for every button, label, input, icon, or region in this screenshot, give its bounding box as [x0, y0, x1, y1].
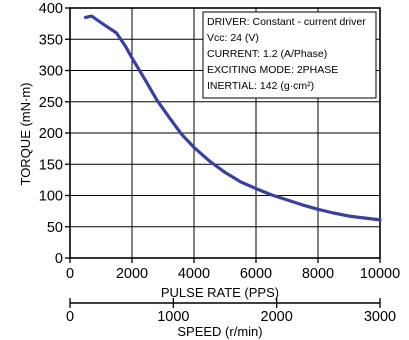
x-tick-label: 8000 [302, 266, 334, 282]
x-tick-label: 4000 [178, 266, 210, 282]
speed-axis-ticks: 0 1000 2000 3000 [66, 298, 396, 325]
x-tick-label: 2000 [116, 266, 148, 282]
info-box-frame [202, 11, 377, 99]
info-box: DRIVER: Constant - current driver Vcc: 2… [202, 11, 377, 99]
x-tick-label: 10000 [360, 266, 400, 282]
y-tick-label: 400 [39, 1, 63, 17]
x-axis-ticks: 0 2000 4000 6000 8000 10000 [66, 258, 400, 282]
y-tick-label: 350 [39, 32, 63, 48]
speed-axis-title: SPEED (r/min) [177, 324, 262, 339]
speed-tick-label: 1000 [157, 309, 189, 325]
info-inertial: INERTIAL: 142 (g·cm²) [207, 80, 314, 92]
info-exciting-mode: EXCITING MODE: 2PHASE [207, 64, 338, 76]
y-axis-ticks: 0 50 100 150 200 250 300 350 400 [39, 1, 70, 267]
x-tick-label: 6000 [240, 266, 272, 282]
y-tick-label: 50 [47, 220, 63, 236]
y-tick-label: 250 [39, 95, 63, 111]
x-axis-title: PULSE RATE (PPS) [161, 285, 279, 300]
info-current: CURRENT: 1.2 (A/Phase) [207, 48, 327, 60]
x-tick-label: 0 [66, 266, 74, 282]
y-tick-label: 200 [39, 126, 63, 142]
torque-curve [83, 14, 382, 222]
y-tick-label: 0 [55, 251, 63, 267]
speed-tick-label: 3000 [364, 309, 396, 325]
speed-tick-label: 0 [66, 309, 74, 325]
speed-tick-label: 2000 [261, 309, 293, 325]
y-axis-title: TORQUE (mN·m) [18, 82, 33, 185]
series-layer [83, 14, 382, 222]
y-tick-label: 150 [39, 157, 63, 173]
info-vcc: Vcc: 24 (V) [207, 32, 259, 44]
info-driver: DRIVER: Constant - current driver [207, 16, 366, 28]
y-tick-label: 300 [39, 64, 63, 80]
y-tick-label: 100 [39, 189, 63, 205]
